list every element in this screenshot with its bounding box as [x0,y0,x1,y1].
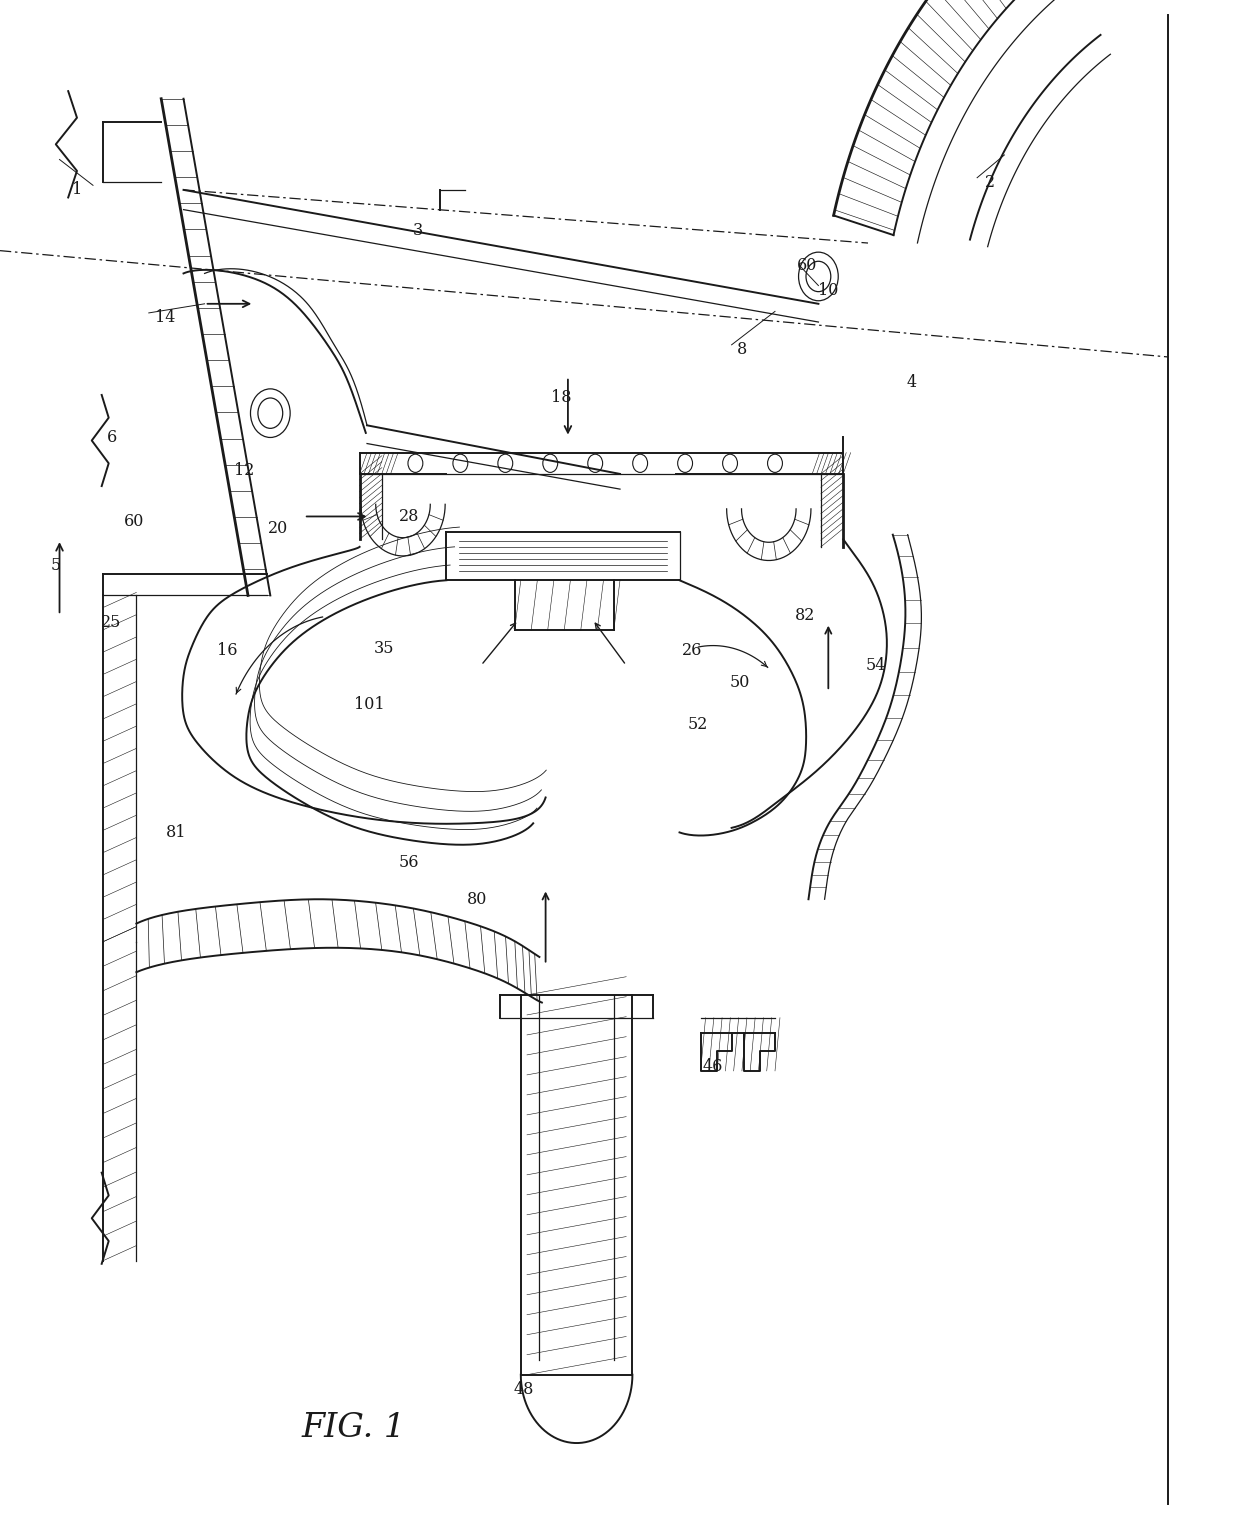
Text: 20: 20 [268,519,288,538]
Text: 5: 5 [51,556,61,574]
Text: 101: 101 [355,696,384,714]
Text: 6: 6 [107,428,117,447]
Text: 2: 2 [985,173,994,191]
Text: 16: 16 [217,641,237,659]
Text: 80: 80 [467,890,487,908]
Text: 60: 60 [797,257,817,275]
Text: 54: 54 [866,656,885,674]
Text: 4: 4 [906,374,916,392]
Text: 8: 8 [737,340,746,358]
Text: 48: 48 [513,1381,533,1399]
Text: 60: 60 [124,512,144,530]
Text: 82: 82 [795,606,815,624]
Text: 26: 26 [682,641,702,659]
Text: 12: 12 [234,462,254,480]
Text: 81: 81 [166,823,186,842]
Text: 35: 35 [374,639,394,658]
Text: 28: 28 [399,507,419,526]
Text: 52: 52 [688,715,708,734]
Text: 50: 50 [730,673,750,691]
Text: 56: 56 [399,854,419,872]
Text: 10: 10 [818,281,838,299]
Text: 14: 14 [155,308,175,327]
Text: 3: 3 [413,222,423,240]
Text: FIG. 1: FIG. 1 [301,1411,405,1445]
Text: 18: 18 [552,389,572,407]
Text: 46: 46 [703,1057,723,1075]
Text: 25: 25 [102,614,122,632]
Text: 1: 1 [72,181,82,199]
